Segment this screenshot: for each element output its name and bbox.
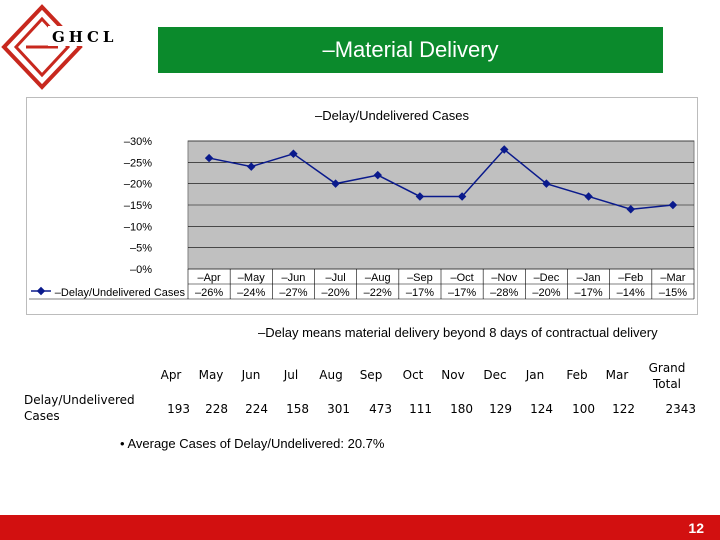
data-label: –15%: [659, 287, 687, 299]
count-row-label: Delay/Undelivered Cases: [24, 393, 135, 423]
series-point: [373, 170, 382, 180]
count-header: Sep: [359, 368, 383, 382]
series-point: [415, 192, 425, 201]
count-value: 473: [369, 402, 392, 416]
x-tick-label: –Nov: [491, 272, 517, 284]
data-label: –22%: [364, 287, 392, 299]
legend-marker: [36, 286, 46, 296]
count-header: May: [198, 368, 224, 382]
count-header: Nov: [441, 368, 465, 382]
y-tick-label: –30%: [124, 136, 152, 148]
legend-label: –Delay/Undelivered Cases: [55, 287, 186, 299]
count-value: 100: [572, 402, 595, 416]
page-title: –Material Delivery: [322, 37, 499, 62]
series-point: [289, 149, 298, 159]
count-header: Apr: [160, 368, 182, 382]
count-value: 122: [612, 402, 635, 416]
x-tick-label: –Jul: [325, 272, 345, 284]
count-header: Jun: [241, 368, 261, 382]
data-label: –24%: [237, 287, 265, 299]
y-tick-label: –5%: [130, 243, 152, 255]
data-label: –17%: [575, 287, 603, 299]
count-value: 180: [450, 402, 473, 416]
chart-container: –Delay/Undelivered Cases –0% –5% –10% –15% –2…: [26, 97, 698, 315]
average-summary: • Average Cases of Delay/Undelivered: 20…: [120, 436, 385, 451]
x-tick-label: –Aug: [365, 272, 391, 284]
series-point: [457, 192, 467, 201]
count-value: 193: [167, 402, 190, 416]
count-header: Dec: [483, 368, 507, 382]
ghcl-logo: GHCL: [0, 4, 125, 90]
count-value: 129: [489, 402, 512, 416]
page-number: 12: [688, 520, 704, 536]
count-value: 2343: [665, 402, 696, 416]
x-tick-label: –Jun: [281, 272, 305, 284]
data-label: –14%: [617, 287, 645, 299]
x-tick-label: –Mar: [660, 272, 685, 284]
data-label: –20%: [322, 287, 350, 299]
data-label: –20%: [532, 287, 560, 299]
series-point: [247, 162, 256, 171]
count-value: 224: [245, 402, 268, 416]
count-header: Grand Total: [648, 361, 686, 391]
data-label: –26%: [195, 287, 223, 299]
data-label: –28%: [490, 287, 518, 299]
count-header: Oct: [402, 368, 424, 382]
count-value: 158: [286, 402, 309, 416]
y-tick-label: –25%: [124, 157, 152, 169]
line-chart: –Delay/Undelivered Cases –0% –5% –10% –15% –2…: [29, 108, 695, 300]
count-header: Aug: [319, 368, 343, 382]
y-tick-label: –10%: [124, 221, 152, 233]
data-label: –27%: [279, 287, 307, 299]
count-header: Mar: [605, 368, 629, 382]
count-header: Jan: [525, 368, 545, 382]
logo-text: GHCL: [52, 28, 117, 46]
series-line: [208, 148, 673, 211]
y-tick-label: –15%: [124, 200, 152, 212]
x-tick-label: –May: [238, 272, 265, 284]
x-tick-label: –Dec: [534, 272, 560, 284]
count-value: 111: [409, 402, 432, 416]
x-tick-label: –Feb: [618, 272, 643, 284]
x-tick-label: –Jan: [577, 272, 601, 284]
count-value: 228: [205, 402, 228, 416]
x-tick-label: –Sep: [407, 272, 433, 284]
y-tick-label: –20%: [124, 179, 152, 191]
count-value: 301: [327, 402, 350, 416]
series-point: [331, 179, 340, 188]
count-value: 124: [530, 402, 553, 416]
data-label: –17%: [406, 287, 434, 299]
data-label: –17%: [448, 287, 476, 299]
x-tick-label: –Oct: [450, 272, 473, 284]
count-header: Jul: [283, 368, 299, 382]
x-tick-label: –Apr: [197, 272, 221, 284]
title-bar: –Material Delivery: [158, 27, 663, 73]
count-table: Delay/Undelivered Cases Apr May Jun Jul Aug S…: [24, 360, 704, 428]
count-header: Feb: [566, 368, 588, 382]
chart-note: –Delay means material delivery beyond 8 …: [258, 325, 658, 340]
chart-title: –Delay/Undelivered Cases: [315, 108, 469, 123]
footer-bar: [0, 515, 720, 540]
series-point: [500, 145, 509, 154]
y-tick-label: –0%: [130, 264, 152, 276]
